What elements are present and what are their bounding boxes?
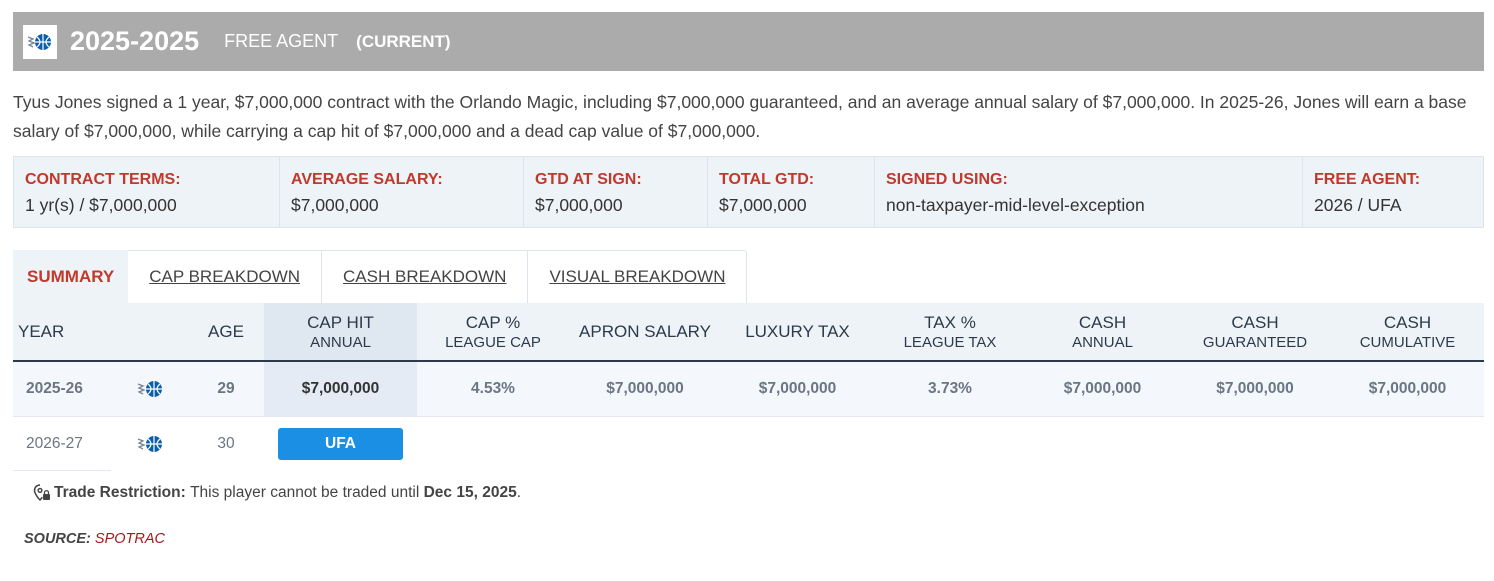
restriction-label: Trade Restriction: [54,484,186,501]
col-header-label: YEAR [18,321,65,341]
col-header-label: APRON SALARY [579,321,711,341]
col-header-apron-salary: APRON SALARY [569,303,721,360]
contract-status: FREE AGENT [224,31,339,51]
col-header-label: AGE [208,321,244,341]
contract-years: 2025-2025 [70,26,200,56]
cell-cash-cumulative: $7,000,000 [1368,380,1447,397]
cell-apron-salary: $7,000,000 [606,380,684,397]
term-label: TOTAL GTD: [719,171,815,188]
tab-cap-breakdown[interactable]: CAP BREAKDOWN [128,250,323,304]
col-header-cash-guaranteed: CASH GUARANTEED [1179,303,1331,360]
contract-terms-panel: CONTRACT TERMS: 1 yr(s) / $7,000,000 AVE… [13,156,1484,228]
col-header-cap-hit: CAP HIT ANNUAL [264,303,417,360]
cell-age: 29 [217,380,235,397]
col-header-label: CASH [1078,312,1127,332]
col-header-sublabel: ANNUAL [1072,333,1133,351]
row-divider [13,470,111,471]
contract-header: 2025-2025 FREE AGENT (CURRENT) [13,12,1484,71]
term-free-agent: FREE AGENT: 2026 / UFA [1303,157,1483,227]
team-logo-icon [23,24,57,59]
col-header-luxury-tax: LUXURY TAX [721,303,874,360]
source-label: SOURCE: [24,531,91,547]
term-value: 2026 / UFA [1314,195,1402,215]
cell-cap-hit: UFA [278,417,403,471]
team-logo-icon [133,362,167,416]
term-value: 1 yr(s) / $7,000,000 [25,195,177,215]
team-logo-icon [133,417,167,471]
col-header-cash-cumulative: CASH CUMULATIVE [1331,303,1484,360]
term-label: SIGNED USING: [886,171,1008,188]
breakdown-tabs: SUMMARY CAP BREAKDOWN CASH BREAKDOWN VIS… [13,250,748,304]
contract-table: YEAR AGE CAP HIT ANNUAL CAP % LEAGUE CAP… [13,303,1484,471]
col-header-cap-pct: CAP % LEAGUE CAP [417,303,569,360]
restriction-end: . [516,484,521,501]
col-header-label: CASH [1231,312,1279,332]
cell-cash-guaranteed: $7,000,000 [1216,380,1294,397]
term-signed-using: SIGNED USING: non-taxpayer-mid-level-exc… [875,157,1303,227]
term-contract-terms: CONTRACT TERMS: 1 yr(s) / $7,000,000 [14,157,280,227]
cell-cap-pct: 4.53% [471,380,515,397]
tab-visual-breakdown[interactable]: VISUAL BREAKDOWN [528,250,748,304]
table-row: 2026-27 30 UFA [13,417,1484,471]
col-header-label: CAP % [465,312,521,332]
col-header-label: CASH [1383,312,1432,332]
term-label: GTD AT SIGN: [535,171,642,188]
cell-year: 2025-26 [26,380,83,397]
term-gtd-at-sign: GTD AT SIGN: $7,000,000 [524,157,708,227]
cell-tax-pct: 3.73% [928,380,972,397]
col-header-label: LUXURY TAX [745,321,850,341]
term-label: FREE AGENT: [1314,171,1421,188]
col-header-cash-annual: CASH ANNUAL [1026,303,1179,360]
current-tag: (CURRENT) [356,31,451,51]
cell-year: 2026-27 [26,435,83,452]
term-value: $7,000,000 [719,195,807,215]
col-header-label: CAP HIT [307,312,374,332]
tab-cash-breakdown[interactable]: CASH BREAKDOWN [322,250,529,304]
col-header-label: TAX % [924,312,976,332]
term-value: $7,000,000 [535,195,623,215]
cell-cash-annual: $7,000,000 [1063,380,1142,397]
term-average-salary: AVERAGE SALARY: $7,000,000 [280,157,524,227]
col-header-sublabel: GUARANTEED [1202,333,1308,351]
col-header-sublabel: LEAGUE CAP [445,333,541,351]
cell-luxury-tax: $7,000,000 [758,380,837,397]
col-header-sublabel: ANNUAL [310,333,371,351]
restriction-text: This player cannot be traded until [190,484,420,501]
restriction-date: Dec 15, 2025 [423,484,517,501]
table-header: YEAR AGE CAP HIT ANNUAL CAP % LEAGUE CAP… [13,303,1484,362]
cell-age: 30 [217,435,235,452]
col-header-age: AGE [201,303,251,360]
table-row: 2025-26 29 $7,000,000 4.53% $7,000,000 $… [13,362,1484,417]
source-link[interactable]: SPOTRAC [94,531,165,547]
col-header-tax-pct: TAX % LEAGUE TAX [874,303,1026,360]
col-header-sublabel: CUMULATIVE [1359,333,1456,351]
ufa-badge: UFA [278,428,403,460]
term-value: non-taxpayer-mid-level-exception [886,195,1145,215]
col-header-sublabel: LEAGUE TAX [903,333,997,351]
cell-cap-hit: $7,000,000 [264,362,417,416]
source-credit: SOURCE: SPOTRAC [24,531,165,547]
trade-restriction: Trade Restriction: This player cannot be… [33,484,521,502]
term-label: AVERAGE SALARY: [291,171,443,188]
term-value: $7,000,000 [291,195,379,215]
term-label: CONTRACT TERMS: [25,171,181,188]
col-header-year: YEAR [18,303,118,360]
term-total-gtd: TOTAL GTD: $7,000,000 [708,157,875,227]
location-lock-icon [33,484,50,502]
tab-summary[interactable]: SUMMARY [13,250,129,304]
contract-description: Tyus Jones signed a 1 year, $7,000,000 c… [13,92,1467,141]
